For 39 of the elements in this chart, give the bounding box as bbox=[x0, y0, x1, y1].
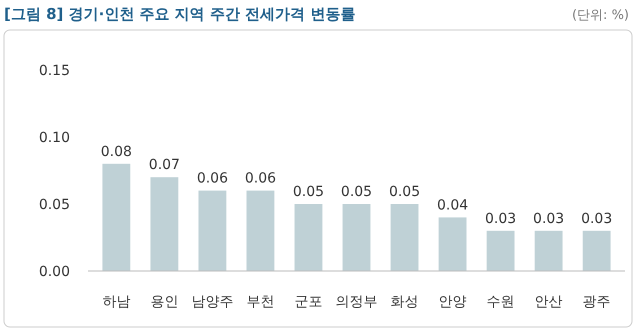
bar bbox=[294, 204, 322, 271]
text: (단위: %) bbox=[572, 8, 629, 23]
x-tick-label: 용인 bbox=[150, 294, 178, 310]
y-tick-label: 0.00 bbox=[38, 264, 70, 280]
x-tick-label: 의정부 bbox=[336, 294, 378, 310]
bar bbox=[582, 230, 611, 271]
bar bbox=[438, 217, 466, 271]
data-label: 0.05 bbox=[388, 184, 420, 200]
bar bbox=[246, 190, 274, 271]
chart-title: [그림 8] 경기·인천 주요 지역 주간 전세가격 변동률 bbox=[4, 5, 356, 23]
bar bbox=[486, 230, 515, 271]
x-tick-label: 안양 bbox=[438, 294, 467, 310]
bar bbox=[150, 177, 178, 271]
data-label: 0.06 bbox=[244, 170, 276, 187]
data-label: 0.03 bbox=[533, 210, 564, 227]
bar bbox=[102, 164, 130, 271]
y-tick-label: 0.15 bbox=[38, 63, 70, 79]
x-tick-label: 부천 bbox=[246, 294, 274, 310]
data-label: 0.05 bbox=[292, 184, 324, 200]
x-tick-label: 남양주 bbox=[191, 294, 234, 310]
x-tick-label: 수원 bbox=[486, 294, 515, 310]
data-label: 0.04 bbox=[436, 197, 468, 214]
bar bbox=[342, 204, 370, 271]
bar bbox=[198, 190, 226, 271]
data-label: 0.07 bbox=[148, 157, 180, 174]
data-label: 0.08 bbox=[100, 144, 132, 160]
data-label: 0.03 bbox=[581, 210, 612, 227]
bar bbox=[534, 230, 563, 271]
data-label: 0.05 bbox=[340, 184, 372, 200]
x-tick-label: 화성 bbox=[390, 294, 419, 310]
bar bbox=[390, 204, 418, 271]
data-label: 0.06 bbox=[196, 170, 228, 187]
y-tick-label: 0.10 bbox=[38, 130, 70, 146]
data-label: 0.03 bbox=[485, 210, 516, 227]
y-tick-label: 0.05 bbox=[38, 197, 70, 213]
x-tick-label: 광주 bbox=[582, 294, 611, 310]
x-tick-label: 안산 bbox=[534, 294, 563, 310]
x-tick-label: 군포 bbox=[294, 294, 322, 310]
x-tick-label: 하남 bbox=[102, 294, 130, 310]
